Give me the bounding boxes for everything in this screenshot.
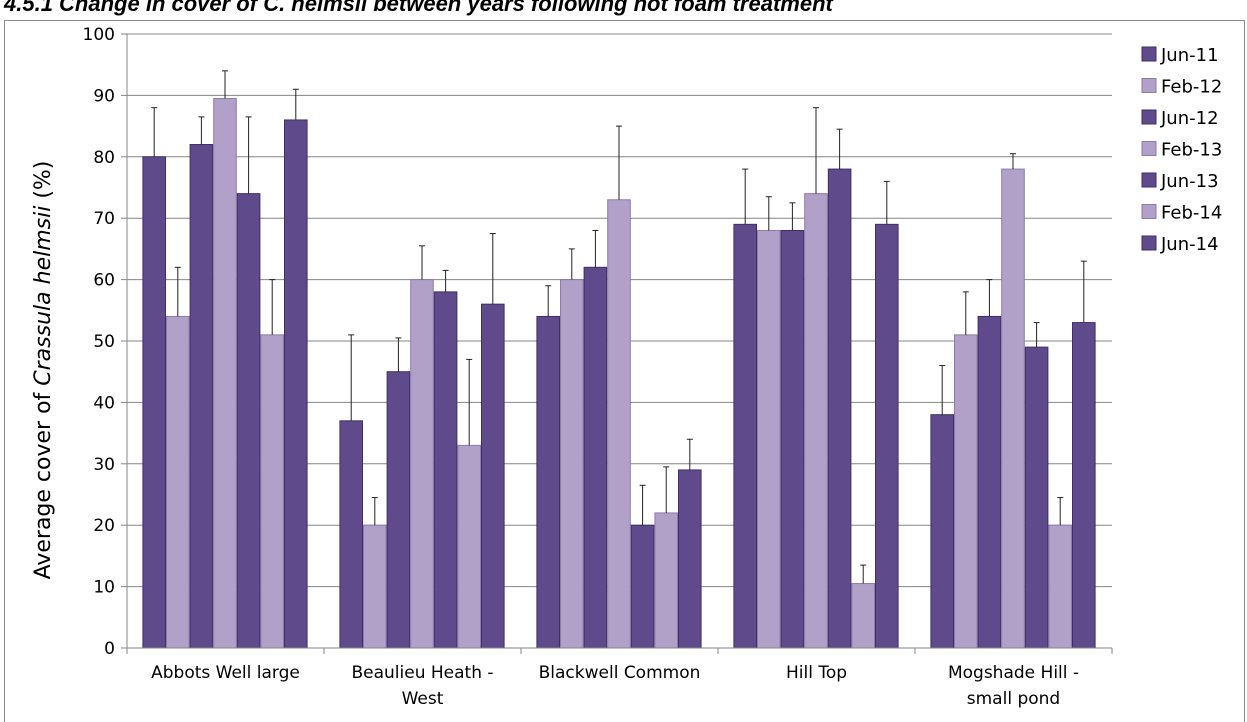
x-category-label-line: West [402,689,444,709]
bar [410,279,434,649]
bar [804,193,828,649]
y-tick-label: 100 [83,25,115,45]
bar [386,371,411,649]
y-tick-label: 10 [93,578,115,598]
bar [678,469,702,649]
x-category-labels: Abbots Well large Beaulieu Heath - West Bla… [151,663,1079,709]
legend-label: Feb-14 [1161,203,1222,224]
x-category-label: Abbots Well large [151,663,300,683]
legend-swatch [1141,141,1157,156]
x-category-label: Blackwell Common [539,663,701,683]
y-tick-label: 30 [93,455,115,475]
bar [284,119,308,649]
chart-heading: 4.5.1 Change in cover of C. helmsii betw… [4,0,833,16]
bar [433,291,458,649]
bar [1024,346,1049,649]
bar [481,303,505,649]
y-tick-label: 20 [93,516,115,536]
x-category-label: Hill Top [786,663,847,683]
bar [1072,322,1096,649]
x-category-label-line: small pond [967,689,1060,709]
bar [142,156,166,649]
legend-swatch [1141,204,1157,219]
legend-label: Jun-13 [1160,171,1219,192]
x-category-label-line: Blackwell Common [539,663,701,683]
bar [780,229,805,649]
legend-swatch [1141,46,1157,62]
bar [260,334,284,649]
x-category-label-line: Abbots Well large [151,663,300,683]
bar [236,193,261,649]
bar [583,266,608,649]
bar [1001,168,1025,649]
bar [189,144,214,649]
y-axis-label-prefix: Average cover of [31,386,56,580]
y-tick-label: 80 [93,148,115,168]
x-category-label-line: Hill Top [786,663,847,683]
x-category-label: Beaulieu Heath - West [351,663,493,709]
x-category-label: Mogshade Hill - small pond [948,663,1079,709]
bar [851,583,876,649]
bar [339,420,363,649]
legend-label: Jun-11 [1160,45,1219,66]
y-tick-label: 90 [93,86,115,106]
error-bars [151,70,1087,584]
x-category-label-line: Mogshade Hill - [948,663,1079,683]
y-axis-label: Average cover of Crassula helmsii (%) [31,161,56,580]
bar [607,199,631,649]
bar [363,524,387,649]
legend: Jun-11 Feb-12 Jun-12 Feb-13 Jun-13 Feb-14 Jun-… [1141,45,1222,255]
bar [954,334,978,649]
legend-swatch [1141,109,1157,125]
y-axis-label-species: Crassula helmsii [31,206,56,386]
bar [166,315,190,649]
bar [827,168,852,649]
x-category-label-line: Beaulieu Heath - [351,663,493,683]
bar [977,315,1002,649]
y-tick-label: 50 [93,332,115,352]
bar [1048,524,1073,649]
y-tick-label: 70 [93,209,115,229]
bar [875,223,899,649]
y-tick-label: 60 [93,271,115,291]
bar [457,444,481,649]
legend-swatch [1141,235,1157,251]
legend-swatch [1141,172,1157,188]
legend-label: Feb-12 [1161,77,1222,98]
bar [560,279,584,649]
bar [654,512,679,649]
y-tick-label: 0 [104,639,115,659]
bar [757,229,781,649]
legend-label: Jun-14 [1160,234,1219,255]
chart-frame [4,20,1245,722]
legend-swatch [1141,78,1157,93]
legend-label: Jun-12 [1160,108,1219,129]
bar [930,414,955,649]
y-tick-label: 40 [93,393,115,413]
bar [630,524,655,649]
bar [213,97,237,649]
bar [733,223,758,649]
legend-label: Feb-13 [1161,140,1222,161]
y-axis-label-suffix: (%) [31,161,56,206]
bar [536,315,561,649]
y-tick-labels: 0 10 20 30 40 50 60 70 80 90 100 [83,25,115,659]
